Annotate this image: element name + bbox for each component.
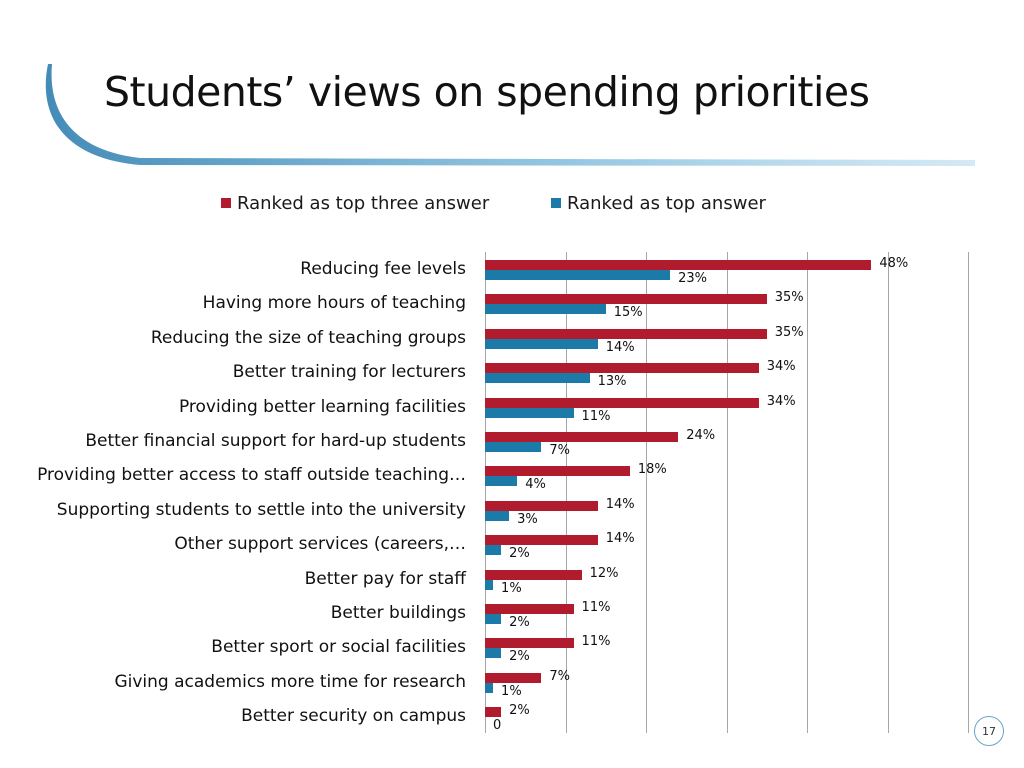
gridline [968,252,969,733]
data-label: 7% [549,668,570,684]
bar-top-answer [485,682,494,693]
category-label: Having more hours of teaching [202,293,466,314]
bar-top-three [485,707,502,718]
page-number: 17 [974,716,1004,746]
bar-top-three [485,672,542,683]
category-label: Giving academics more time for research [114,671,466,692]
data-label: 4% [525,477,546,493]
data-label: 23% [678,271,708,286]
bar-top-answer [485,510,510,521]
bar-top-answer [485,304,606,315]
gridline [807,252,808,733]
data-label: 34% [766,393,796,409]
data-label: 13% [597,374,627,390]
bar-top-answer [485,614,502,624]
data-label: 2% [509,546,530,562]
data-label: 14% [605,496,635,512]
bar-top-three [485,535,598,546]
bar-top-three [485,260,872,270]
category-label: Providing better access to staff outside… [37,465,466,486]
bar-top-answer [485,648,502,659]
data-label: 14% [605,339,635,355]
data-label: 2% [509,615,530,630]
data-label: 11% [581,600,611,615]
data-label: 34% [766,359,796,375]
data-label: 0 [493,718,502,734]
bar-top-three [485,604,574,614]
bar-top-three [485,638,574,649]
category-label: Better security on campus [241,706,466,727]
data-label: 1% [501,580,522,596]
data-label: 35% [774,290,804,306]
gridline [565,252,567,733]
category-label: Reducing fee levels [300,259,466,279]
data-label: 2% [509,649,530,665]
bar-top-answer [485,338,598,349]
category-label: Other support services (careers,… [174,534,466,555]
bar-top-three [485,500,598,511]
bar-top-three [485,432,679,442]
category-label: Providing better learning facilities [178,396,466,417]
bar-top-answer [485,579,494,590]
data-label: 1% [501,683,522,699]
data-label: 11% [581,634,611,650]
data-label: 11% [581,408,611,424]
category-label: Reducing the size of teaching groups [150,327,466,348]
gridline [485,252,486,733]
legend-item: Ranked as top answer [551,193,766,214]
bar-top-answer [485,442,542,452]
bar-top-three [485,397,759,408]
bar-top-three [485,466,630,477]
category-label: Better pay for staff [304,568,466,589]
bar-top-answer [485,476,518,487]
data-label: 12% [589,565,619,581]
legend-swatch [551,198,561,208]
data-label: 48% [879,256,909,271]
legend-label: Ranked as top three answer [237,193,490,214]
data-label: 7% [549,443,570,458]
legend-item: Ranked as top three answer [221,193,489,214]
legend-label: Ranked as top answer [567,193,766,214]
category-label: Better financial support for hard-up stu… [85,431,466,451]
bar-top-answer [485,373,590,384]
data-label: 18% [637,462,667,478]
category-label: Supporting students to settle into the u… [56,499,466,520]
slide-title: Students’ views on spending priorities [104,68,870,116]
bar-top-three [485,328,767,339]
data-label: 35% [774,324,804,340]
data-label: 3% [517,511,538,527]
category-label: Better buildings [330,603,466,623]
category-label: Better sport or social facilities [211,637,466,658]
gridline [887,252,889,733]
data-label: 15% [613,305,643,321]
data-label: 24% [686,428,716,443]
data-label: 14% [605,531,635,547]
bar-top-answer [485,407,574,418]
bar-top-answer [485,545,502,556]
bar-top-answer [485,270,671,280]
legend-swatch [221,198,231,208]
bar-top-three [485,294,767,305]
bar-top-three [485,363,759,374]
data-label: 2% [509,703,530,719]
gridline [646,252,647,733]
category-label: Better training for lecturers [232,362,466,383]
gridline [726,252,728,733]
bar-top-three [485,569,582,580]
